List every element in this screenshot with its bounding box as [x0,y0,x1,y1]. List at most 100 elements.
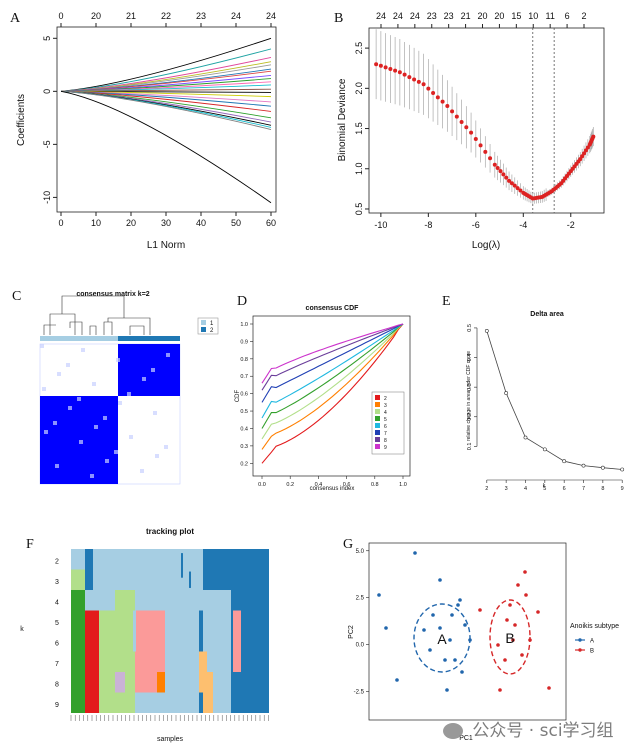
cdf-line-9 [261,323,404,384]
x-tick-label: 0.4 [315,482,323,488]
deviance-point [512,183,517,188]
deviance-point [416,79,421,84]
matrix-speckle [151,368,155,372]
legend-swatch [375,430,380,435]
top-tick-label: 24 [266,11,276,21]
x-axis-label: consensus index [310,486,355,492]
chart-title: consensus CDF [306,305,360,312]
panel-b-frame [368,27,605,214]
deviance-point [426,86,431,91]
top-tick-label: 15 [511,11,521,21]
deviance-point [504,175,509,180]
deviance-point [388,67,393,72]
y-tick-label: 0.3 [240,444,248,450]
delta-area-point [504,391,509,395]
top-tick-label: 23 [196,11,206,21]
x-axis-label: PC1 [459,735,473,742]
deviance-point [431,90,436,95]
matrix-speckle [90,474,94,478]
matrix-speckle [55,464,59,468]
dendrogram-branch [61,295,125,318]
x-tick-label: 20 [126,218,136,228]
x-tick-label: 9 [621,486,624,492]
point-a [453,658,457,662]
panel-d-frame [252,315,411,477]
y-tick-label: 5.0 [356,549,365,555]
y-tick-label: 5 [42,36,52,41]
point-a [448,638,452,642]
matrix-speckle [81,348,85,352]
point-b [547,686,551,690]
tracking-block [85,610,99,713]
tracking-block [133,610,136,652]
point-a [413,551,417,555]
matrix-speckle [129,435,133,439]
top-tick-label: 23 [444,11,454,21]
y-tick-label: -10 [42,191,52,204]
legend-swatch [375,395,380,400]
matrix-speckle [40,344,44,348]
delta-area-line [486,330,623,470]
delta-area-point [562,459,567,464]
x-tick-label: 0.6 [343,482,351,488]
deviance-point [488,156,493,161]
legend-dot [578,648,582,652]
point-a [431,613,435,617]
row-label: 8 [55,681,59,688]
y-axis-label: Binomial Deviance [337,78,348,161]
deviance-point [454,114,459,119]
deviance-point [585,145,590,150]
point-a [428,648,432,652]
legend-label: A [590,639,594,645]
top-tick-label: 20 [494,11,504,21]
point-b [511,638,515,642]
deviance-point [498,169,503,174]
tracking-block [157,672,165,693]
legend-swatch [375,423,380,428]
matrix-speckle [118,401,122,405]
cluster-bar-2 [118,336,180,341]
deviance-point [402,72,407,77]
legend-label: 2 [384,396,387,402]
x-tick-label: -6 [472,220,480,230]
top-tick-label: 20 [91,11,101,21]
point-a [458,598,462,602]
dendrogram-branch [49,313,76,335]
deviance-point [421,82,426,87]
deviance-point [412,77,417,82]
y-tick-label: 0.5 [240,409,248,415]
x-tick-label: 6 [563,486,566,492]
legend-label: B [590,649,594,655]
y-tick-label: -2.5 [354,690,365,696]
cdf-line-3 [261,323,404,450]
point-a [422,628,426,632]
matrix-speckle [68,406,72,410]
x-axis-label: L1 Norm [147,240,185,251]
tracking-block [115,672,125,693]
deviance-point [518,188,523,193]
top-tick-label: 22 [161,11,171,21]
row-label: 5 [55,620,59,627]
point-b [505,618,509,622]
x-tick-label: 0 [58,218,63,228]
x-tick-label: 30 [161,218,171,228]
matrix-speckle [153,411,157,415]
top-tick-label: 6 [565,11,570,21]
tracking-block [181,553,183,578]
matrix-speckle [53,421,57,425]
tracking-block [199,651,203,672]
deviance-point [464,125,469,130]
x-tick-label: 0.2 [286,482,294,488]
y-tick-label: 0.3 [467,383,473,391]
ellipse-a [413,603,471,673]
point-a [395,678,399,682]
panel-letter-b: B [334,11,343,26]
row-label: 9 [55,702,59,709]
coef-path-line [60,90,272,130]
matrix-speckle [155,454,159,458]
tracking-block [71,590,85,713]
deviance-point [582,151,587,156]
matrix-speckle [66,363,70,367]
matrix-speckle [140,469,144,473]
